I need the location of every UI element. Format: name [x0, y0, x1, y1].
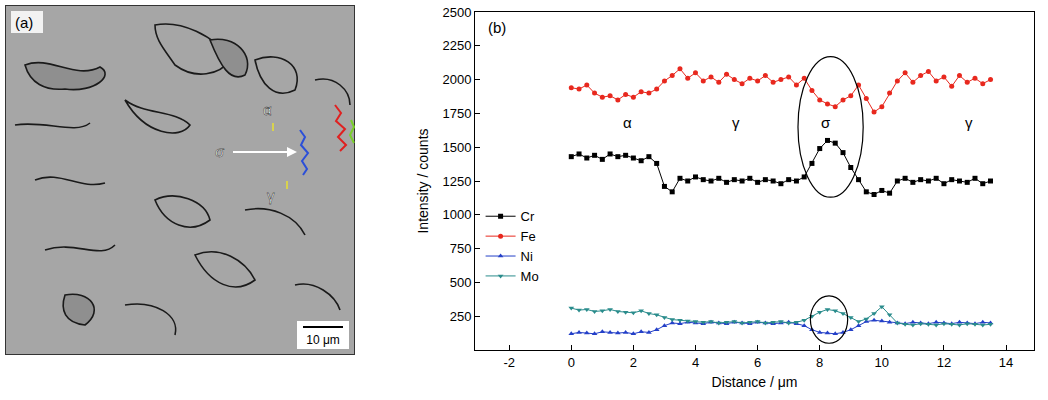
svg-text:14: 14 — [999, 355, 1013, 370]
svg-text:1000: 1000 — [442, 207, 471, 222]
svg-text:Mo: Mo — [521, 269, 539, 284]
svg-text:2250: 2250 — [442, 38, 471, 53]
svg-text:10 μm: 10 μm — [306, 333, 340, 347]
svg-text:α: α — [263, 101, 272, 118]
svg-text:1500: 1500 — [442, 140, 471, 155]
svg-text:8: 8 — [816, 355, 823, 370]
svg-text:2500: 2500 — [442, 5, 471, 20]
svg-text:Intensity / counts: Intensity / counts — [415, 128, 431, 233]
svg-text:α: α — [623, 114, 632, 131]
svg-text:250: 250 — [450, 309, 472, 324]
svg-text:0: 0 — [568, 355, 575, 370]
svg-text:γ: γ — [267, 187, 275, 204]
svg-text:6: 6 — [754, 355, 761, 370]
svg-text:-2: -2 — [503, 355, 515, 370]
svg-text:1750: 1750 — [442, 106, 471, 121]
svg-text:Cr: Cr — [521, 209, 535, 224]
svg-text:12: 12 — [937, 355, 951, 370]
svg-text:Fe: Fe — [521, 229, 536, 244]
svg-text:σ: σ — [821, 114, 831, 131]
svg-text:Ni: Ni — [521, 249, 533, 264]
svg-text:750: 750 — [450, 241, 472, 256]
svg-text:γ: γ — [732, 114, 740, 131]
svg-text:10: 10 — [875, 355, 889, 370]
svg-text:1250: 1250 — [442, 174, 471, 189]
svg-text:Distance / μm: Distance / μm — [712, 374, 798, 390]
svg-text:2: 2 — [630, 355, 637, 370]
svg-text:500: 500 — [450, 275, 472, 290]
svg-text:γ: γ — [965, 114, 973, 131]
svg-text:4: 4 — [692, 355, 699, 370]
svg-text:(b): (b) — [488, 19, 506, 36]
svg-text:(a): (a) — [15, 14, 33, 31]
svg-text:σ: σ — [215, 143, 225, 160]
svg-text:2000: 2000 — [442, 72, 471, 87]
